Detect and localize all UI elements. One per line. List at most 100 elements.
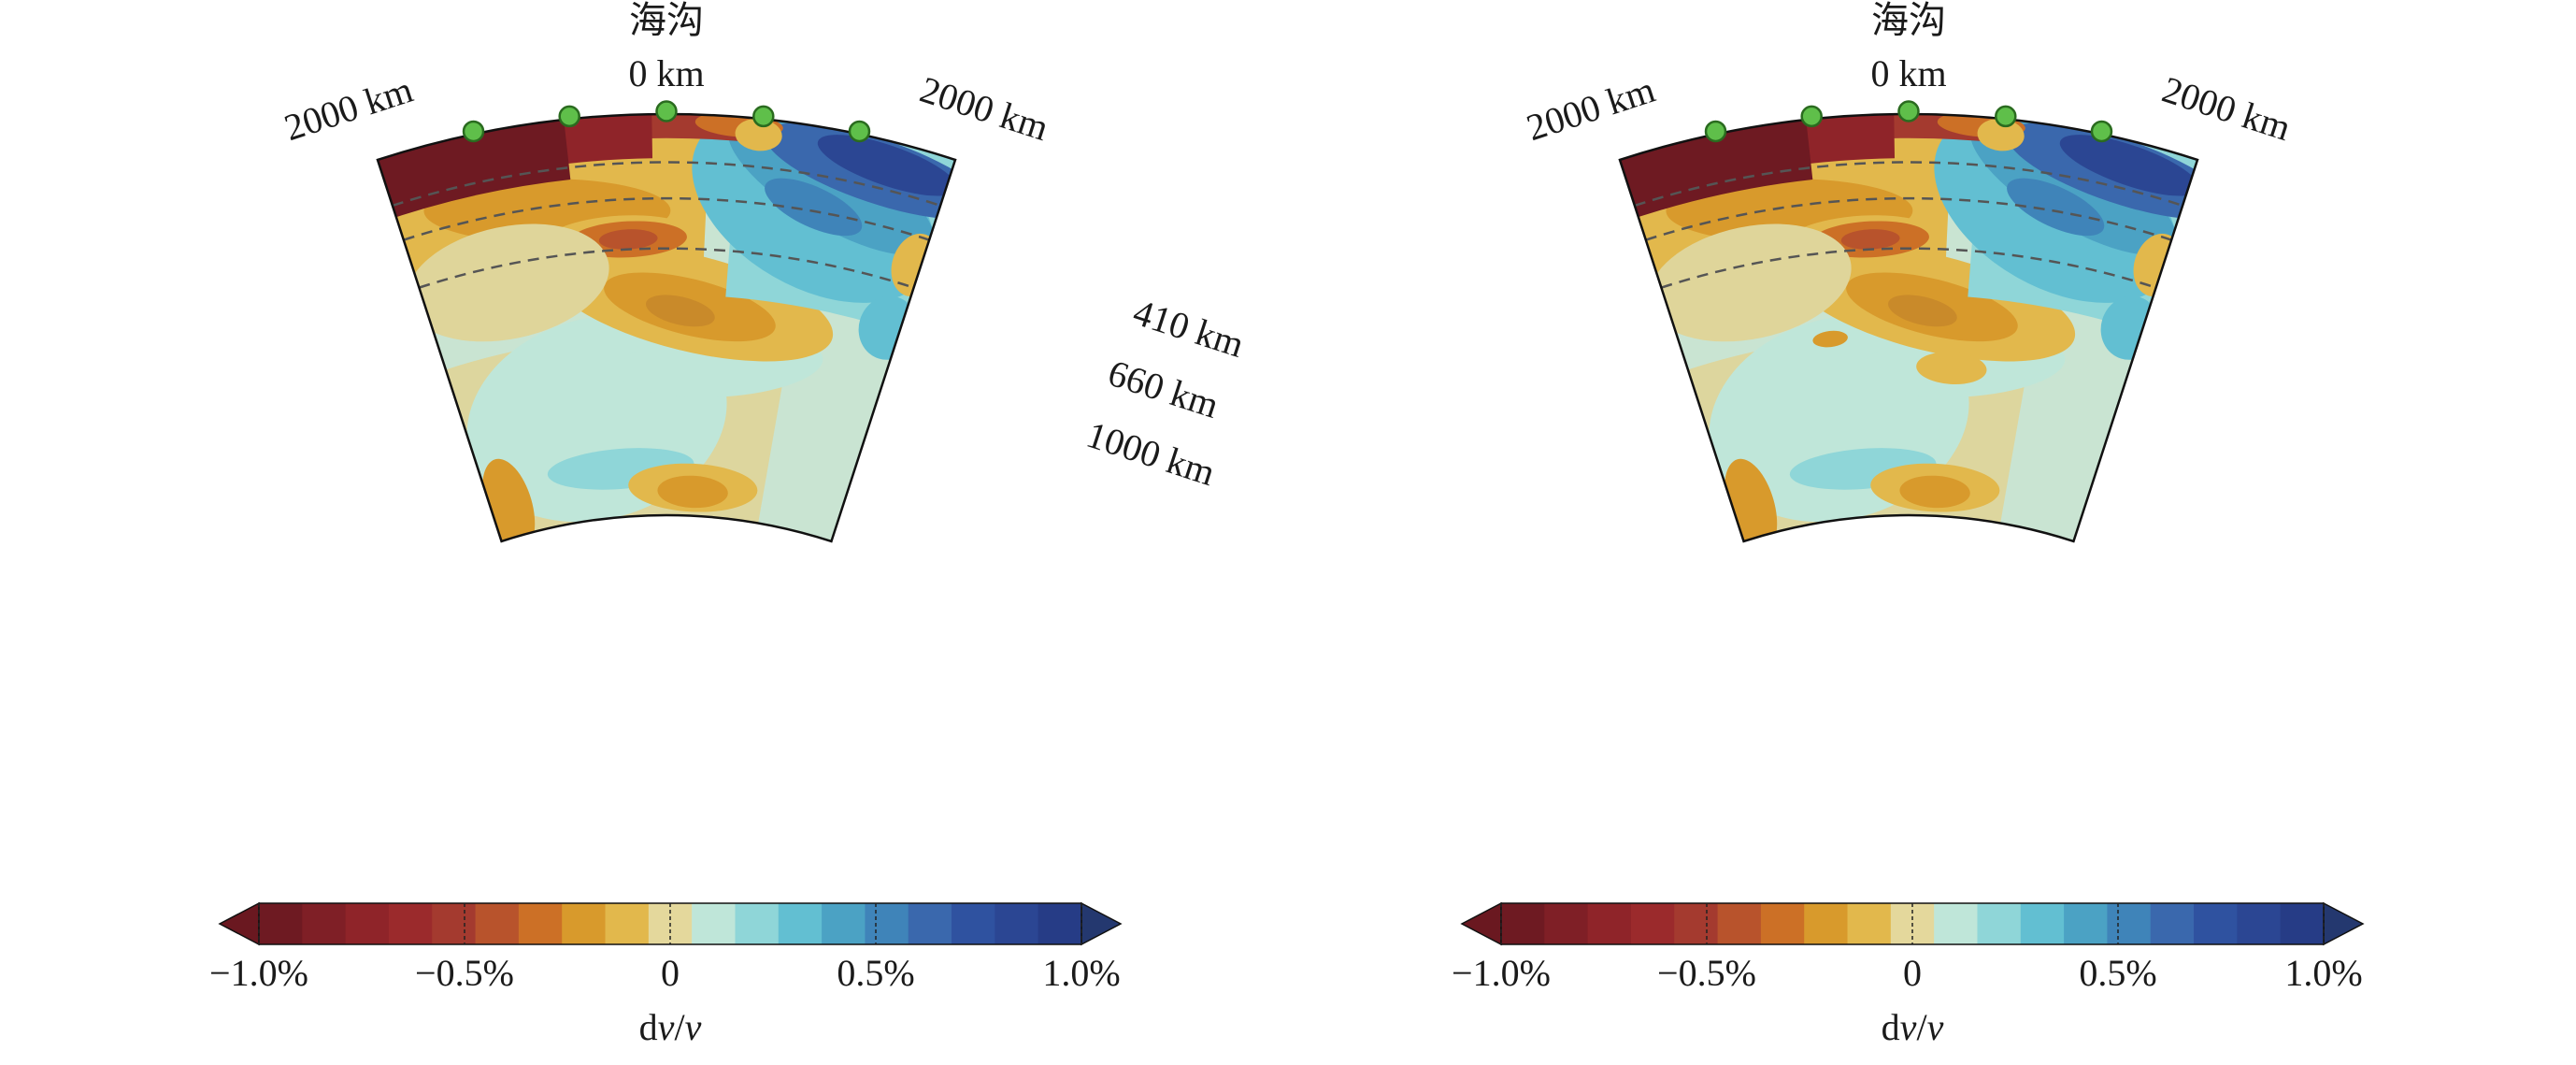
colorbar-tick-label: 1.0%: [2284, 952, 2362, 994]
colorbar-swatch: [2280, 903, 2325, 944]
colorbar-swatch: [432, 903, 477, 944]
colorbar-swatch: [778, 903, 823, 944]
colorbar-tick-label: 0: [661, 952, 680, 994]
velocity-anomaly-region: [735, 118, 782, 151]
colorbar-min-extend: [218, 901, 260, 946]
section-outline: [376, 112, 957, 543]
station-marker: [462, 120, 485, 143]
station-marker: [2090, 120, 2113, 143]
colorbar-swatch: [259, 903, 303, 944]
colorbar-swatch: [388, 903, 433, 944]
station-marker: [752, 105, 775, 128]
colorbar-swatch: [865, 903, 909, 944]
colorbar-swatch: [302, 903, 347, 944]
trench-label: 海沟: [1871, 0, 1946, 41]
velocity-anomaly-band: [377, 120, 571, 226]
center-distance-label: 0 km: [628, 52, 704, 94]
depth-line-1000: [419, 247, 914, 289]
station-marker: [1897, 100, 1920, 122]
colorbar-swatch: [2107, 903, 2152, 944]
trench-label: 海沟: [629, 0, 704, 41]
tomography-section: [1619, 113, 2198, 541]
colorbar-swatch: [995, 903, 1039, 944]
colorbar-swatch: [692, 903, 736, 944]
colorbar-swatch: [518, 903, 563, 944]
colorbar: −1.0% −0.5% 0 0.5% 1.0% dv/v: [209, 901, 1123, 1048]
colorbar-max-extend: [1080, 901, 1123, 946]
colorbar-swatch: [562, 903, 607, 944]
depth-label-410: 410 km: [1128, 291, 1249, 366]
velocity-anomaly-region: [1977, 118, 2025, 151]
velocity-anomaly-region: [765, 178, 863, 237]
colorbar-swatch: [1977, 903, 2022, 944]
colorbar-swatch: [908, 903, 952, 944]
colorbar-swatch: [2150, 903, 2195, 944]
colorbar-swatch: [1630, 903, 1675, 944]
velocity-anomaly-region: [817, 135, 956, 196]
velocity-anomaly-region: [1812, 330, 1848, 348]
colorbar-title: dv/v: [639, 1006, 702, 1048]
colorbar-swatch: [1847, 903, 1892, 944]
colorbar-swatch: [1501, 903, 1545, 944]
colorbar-swatch: [475, 903, 520, 944]
colorbar-tick-label: −1.0%: [1452, 952, 1551, 994]
velocity-anomaly-region: [1888, 295, 1957, 327]
colorbar-tick-label: −0.5%: [1657, 952, 1756, 994]
colorbar-swatch: [1934, 903, 1978, 944]
velocity-anomaly-region: [1840, 229, 1900, 250]
colorbar-swatch: [2194, 903, 2238, 944]
velocity-anomaly-band: [1619, 120, 1813, 226]
section-outline: [1618, 112, 2199, 543]
colorbar-swatch: [1760, 903, 1805, 944]
depth-line-660: [1645, 196, 2172, 241]
colorbar-max-extend: [2323, 901, 2365, 946]
velocity-anomaly-region: [657, 475, 728, 509]
velocity-anomaly-region: [406, 223, 609, 342]
left-distance-label: 2000 km: [1522, 68, 1660, 149]
velocity-anomaly-region: [1916, 352, 1987, 384]
station-marker: [1800, 105, 1823, 128]
colorbar-tick-label: −1.0%: [209, 952, 308, 994]
colorbar-swatch: [2020, 903, 2065, 944]
velocity-anomaly-region: [598, 229, 658, 250]
colorbar-swatch: [952, 903, 995, 944]
depth-label-660: 660 km: [1103, 352, 1224, 426]
colorbar-title: dv/v: [1882, 1006, 1944, 1048]
colorbar-swatch: [605, 903, 650, 944]
velocity-anomaly-region: [1648, 223, 1852, 342]
station-marker: [558, 105, 580, 128]
colorbar-tick-label: 0: [1903, 952, 1922, 994]
colorbar-tick-label: 0.5%: [837, 952, 914, 994]
center-distance-label: 0 km: [1870, 52, 1946, 94]
colorbar-tick-label: −0.5%: [415, 952, 514, 994]
colorbar-swatch: [822, 903, 866, 944]
station-marker: [1995, 105, 2017, 128]
velocity-anomaly-region: [2007, 178, 2105, 237]
colorbar-swatch: [1674, 903, 1719, 944]
depth-line-660: [403, 196, 930, 241]
depth-label-1000: 1000 km: [1081, 413, 1220, 494]
colorbar-swatch: [2064, 903, 2108, 944]
colorbar-min-extend: [1460, 901, 1502, 946]
right-distance-label: 2000 km: [915, 68, 1053, 149]
colorbar-tick-label: 0.5%: [2079, 952, 2156, 994]
colorbar-swatch: [345, 903, 390, 944]
tomography-section: [377, 113, 956, 541]
colorbar-swatch: [1544, 903, 1589, 944]
velocity-anomaly-region: [646, 295, 715, 327]
right-distance-label: 2000 km: [2157, 68, 2296, 149]
right-panel: 海沟 0 km 2000 km 2000 km −1.0% −0.5% 0 0.5% 1.0% d…: [1452, 0, 2365, 1048]
depth-line-1000: [1661, 247, 2156, 289]
colorbar-swatch: [1038, 903, 1082, 944]
left-distance-label: 2000 km: [279, 68, 418, 149]
station-marker: [1704, 120, 1727, 143]
colorbar-swatch: [735, 903, 780, 944]
colorbar-swatch: [2237, 903, 2282, 944]
colorbar-tick-label: 1.0%: [1042, 952, 1120, 994]
colorbar-swatch: [1717, 903, 1762, 944]
colorbar: −1.0% −0.5% 0 0.5% 1.0% dv/v: [1452, 901, 2365, 1048]
depth-line-410: [392, 161, 941, 208]
velocity-anomaly-region: [2059, 135, 2198, 196]
